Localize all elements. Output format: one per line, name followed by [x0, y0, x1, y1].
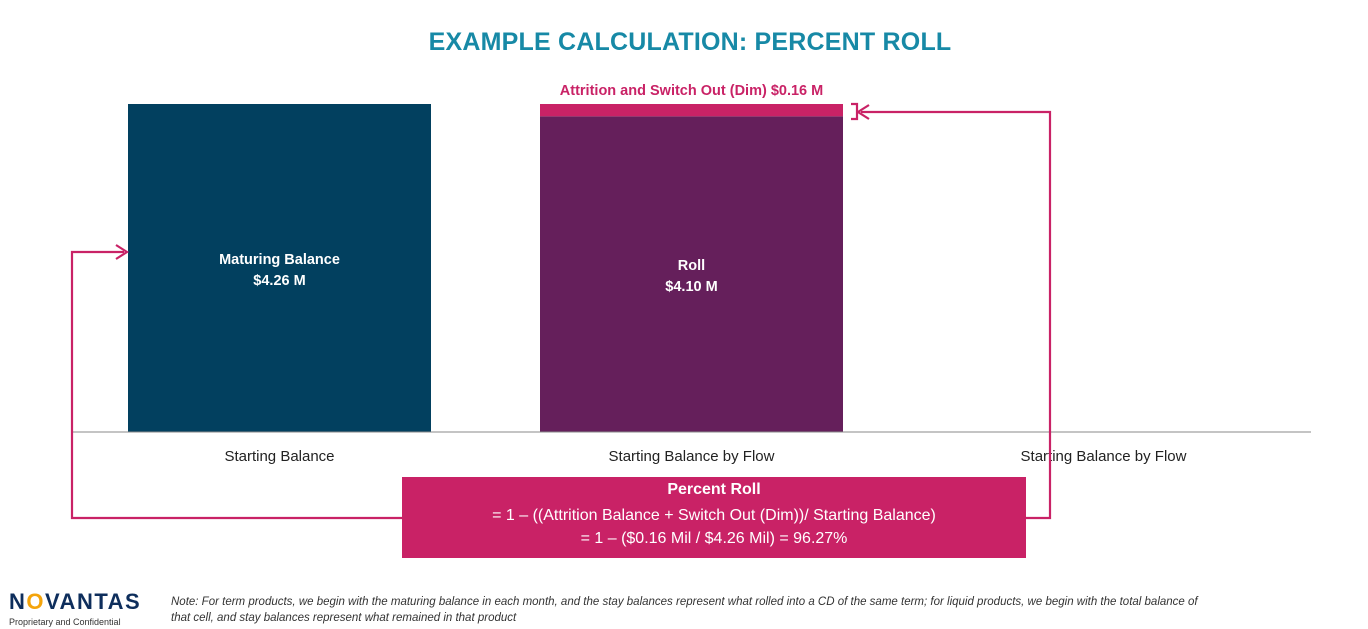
formula-heading: Percent Roll [667, 481, 761, 498]
tagline: Proprietary and Confidential [9, 617, 121, 627]
roll-label: Roll [678, 258, 705, 274]
formula-line-2: = 1 – ($0.16 Mil / $4.26 Mil) = 96.27% [580, 530, 848, 547]
footnote: Note: For term products, we begin with t… [171, 596, 1198, 624]
maturing-balance-label: Maturing Balance [219, 252, 340, 268]
x-tick-label: Starting Balance by Flow [609, 448, 775, 465]
left-flow-arrow [70, 250, 402, 520]
x-tick-labels: Starting Balance Starting Balance by Flow… [224, 448, 1186, 465]
attrition-label: Attrition and Switch Out (Dim) $0.16 M [560, 83, 823, 99]
right-flow-arrow [861, 110, 1052, 520]
attrition-bracket [851, 102, 859, 121]
chart-title: EXAMPLE CALCULATION: PERCENT ROLL [428, 28, 952, 56]
bar-annotations: Maturing Balance $4.26 M Roll $4.10 M Attrit… [219, 83, 823, 295]
attrition-bar [540, 104, 843, 117]
novantas-logo: NOVANTAS [9, 589, 142, 614]
maturing-balance-bar [128, 104, 431, 432]
bars-layer [128, 104, 843, 433]
maturing-balance-value: $4.26 M [253, 273, 305, 289]
left-flow-arrowhead [115, 244, 130, 260]
roll-value: $4.10 M [665, 279, 717, 295]
roll-bar [540, 116, 843, 433]
formula-line-1: = 1 – ((Attrition Balance + Switch Out (… [492, 507, 936, 524]
x-tick-label: Starting Balance [224, 448, 334, 465]
x-tick-label: Starting Balance by Flow [1021, 448, 1187, 465]
percent-roll-formula-box: Percent Roll = 1 – ((Attrition Balance +… [402, 477, 1026, 558]
